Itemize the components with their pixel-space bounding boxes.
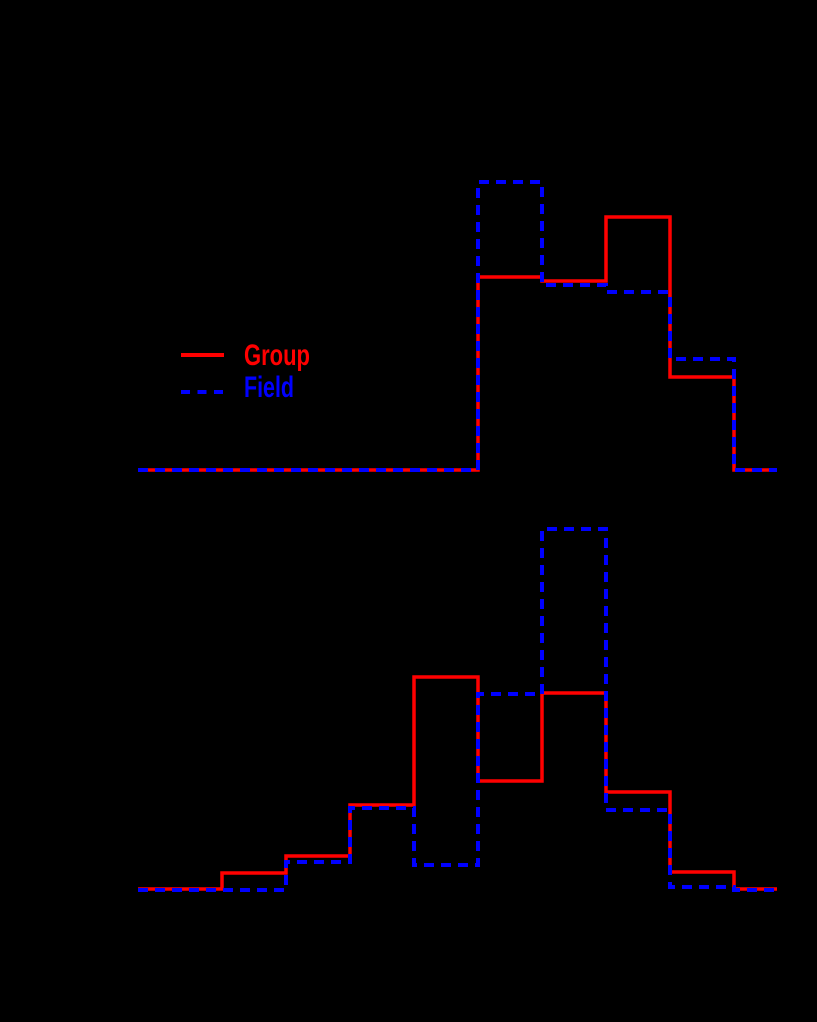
group-histogram-top-path bbox=[138, 215, 777, 472]
bottom-panel bbox=[138, 527, 777, 892]
field-histogram-top-path bbox=[138, 180, 777, 472]
group-histogram-bottom-path bbox=[138, 675, 777, 891]
legend-field-label: Field bbox=[244, 371, 294, 404]
legend: Group Field bbox=[181, 339, 310, 404]
field-histogram-bottom-path bbox=[138, 527, 777, 892]
legend-group-label: Group bbox=[244, 339, 310, 372]
top-panel bbox=[138, 180, 777, 472]
